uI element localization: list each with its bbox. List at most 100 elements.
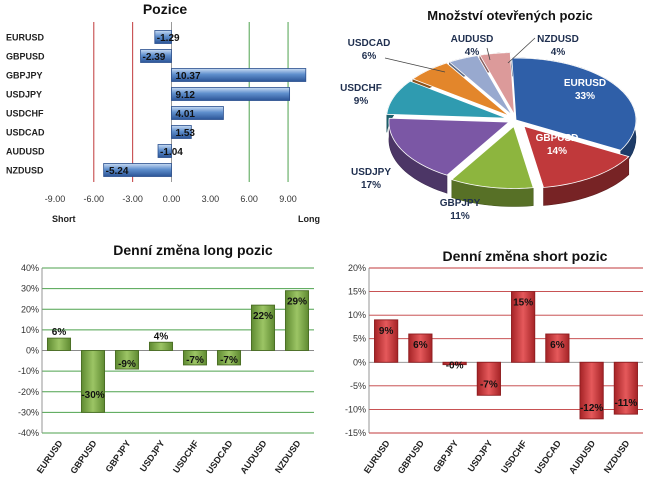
bar <box>579 361 604 420</box>
category-label: AUDUSD <box>567 438 598 476</box>
category-label: GBPJPY <box>6 71 43 81</box>
bar <box>408 333 433 363</box>
y-tick-label: 15% <box>348 287 366 297</box>
y-tick-label: -5% <box>350 381 366 391</box>
open-positions-pie-chart: Množství otevřených pozic EURUSD 33% GBPUS… <box>340 8 637 222</box>
bar <box>182 350 208 366</box>
category-label: EURUSD <box>362 438 392 475</box>
pie-value-label: 17% <box>361 180 381 191</box>
pie-label: NZDUSD <box>537 34 579 45</box>
category-label: USDCHF <box>6 109 44 119</box>
x-tick-label: 9.00 <box>279 194 297 204</box>
data-label: -30% <box>81 390 104 401</box>
category-label: USDJPY <box>466 438 495 473</box>
data-label: -7% <box>186 355 204 366</box>
bar <box>114 350 140 370</box>
category-label: USDCHF <box>499 438 529 475</box>
data-label: -12% <box>580 403 603 414</box>
category-label: USDCAD <box>204 438 235 476</box>
category-label: EURUSD <box>35 438 65 475</box>
bar <box>511 291 536 363</box>
y-tick-label: 20% <box>348 263 366 273</box>
leader-line <box>486 47 491 61</box>
chart-title: Množství otevřených pozic <box>427 8 592 23</box>
bar <box>613 361 638 415</box>
pie-value-label: 14% <box>547 146 567 157</box>
pie-slice <box>479 52 515 115</box>
pie-label: EURUSD <box>564 78 606 89</box>
data-label: -2.39 <box>143 52 166 63</box>
y-tick-label: -20% <box>18 387 39 397</box>
category-label: GBPJPY <box>104 438 133 474</box>
data-label: 4.01 <box>176 109 196 120</box>
pie-slice <box>451 125 534 189</box>
data-label: -7% <box>480 379 498 390</box>
data-label: 10.37 <box>176 71 201 82</box>
data-label: -0% <box>446 360 464 371</box>
category-label: USDJPY <box>6 90 42 100</box>
pie-value-label: 9% <box>354 96 369 107</box>
pie-slice <box>448 55 513 116</box>
y-tick-label: 20% <box>21 304 39 314</box>
x-tick-label: -3.00 <box>122 194 143 204</box>
y-tick-label: 0% <box>353 357 366 367</box>
y-tick-label: 10% <box>21 325 39 335</box>
y-tick-label: -15% <box>345 428 366 438</box>
daily-long-change-chart: Denní změna long pozic 40% 30% 20% 10% 0% -10… <box>18 242 314 476</box>
leader-line <box>507 37 536 64</box>
pie-slice <box>511 57 637 151</box>
y-tick-label: -30% <box>18 407 39 417</box>
position-bar <box>154 30 172 44</box>
y-tick-label: 10% <box>348 310 366 320</box>
data-label: -11% <box>614 398 637 409</box>
category-label: AUDUSD <box>6 147 45 157</box>
position-bar <box>171 106 224 120</box>
category-label: USDCHF <box>171 438 201 475</box>
pie-slice <box>386 80 507 119</box>
bar <box>374 319 399 363</box>
x-tick-label: 6.00 <box>240 194 258 204</box>
y-tick-label: -10% <box>345 404 366 414</box>
data-label: 6% <box>52 327 67 338</box>
y-tick-label: -10% <box>18 366 39 376</box>
position-bar <box>140 49 172 63</box>
chart-title: Denní změna long pozic <box>113 242 273 258</box>
chart-title: Denní změna short pozic <box>443 248 608 264</box>
bar <box>80 350 106 413</box>
positions-chart: Pozice EURUSD GBPUSD GBPJPY USDJPY USDCHF USD… <box>6 1 320 224</box>
data-label: 29% <box>287 297 307 308</box>
pie-value-label: 11% <box>450 211 470 222</box>
bar <box>476 361 501 396</box>
position-bar <box>171 125 192 139</box>
category-label: USDJPY <box>138 438 167 473</box>
daily-short-change-chart: Denní změna short pozic 20% 15% 10% 5% 0% -5%… <box>345 248 643 476</box>
x-tick-label: 3.00 <box>202 194 220 204</box>
position-bar <box>171 87 291 101</box>
y-tick-label: 40% <box>21 263 39 273</box>
position-bar <box>157 144 172 158</box>
data-label: 6% <box>550 340 565 351</box>
category-label: USDCAD <box>533 438 564 476</box>
category-label: GBPUSD <box>396 438 427 476</box>
data-label: -1.29 <box>157 33 180 44</box>
data-label: -7% <box>220 355 238 366</box>
data-label: 6% <box>413 340 428 351</box>
y-tick-label: 0% <box>26 346 39 356</box>
x-tick-label: 0.00 <box>163 194 181 204</box>
pie-label: AUDUSD <box>451 34 494 45</box>
category-label: USDCAD <box>6 128 45 138</box>
short-label: Short <box>52 214 76 224</box>
category-label: NZDUSD <box>602 438 632 475</box>
category-label: GBPUSD <box>68 438 99 476</box>
pie-label: USDCAD <box>348 38 391 49</box>
bar <box>216 350 242 366</box>
data-label: 4% <box>154 331 169 342</box>
category-label: EURUSD <box>6 33 45 43</box>
bar <box>46 337 72 351</box>
pie-value-label: 4% <box>465 47 480 58</box>
pie-slice <box>523 125 630 188</box>
data-label: 15% <box>513 298 533 309</box>
x-tick-label: -6.00 <box>84 194 105 204</box>
data-label: 9% <box>379 326 394 337</box>
